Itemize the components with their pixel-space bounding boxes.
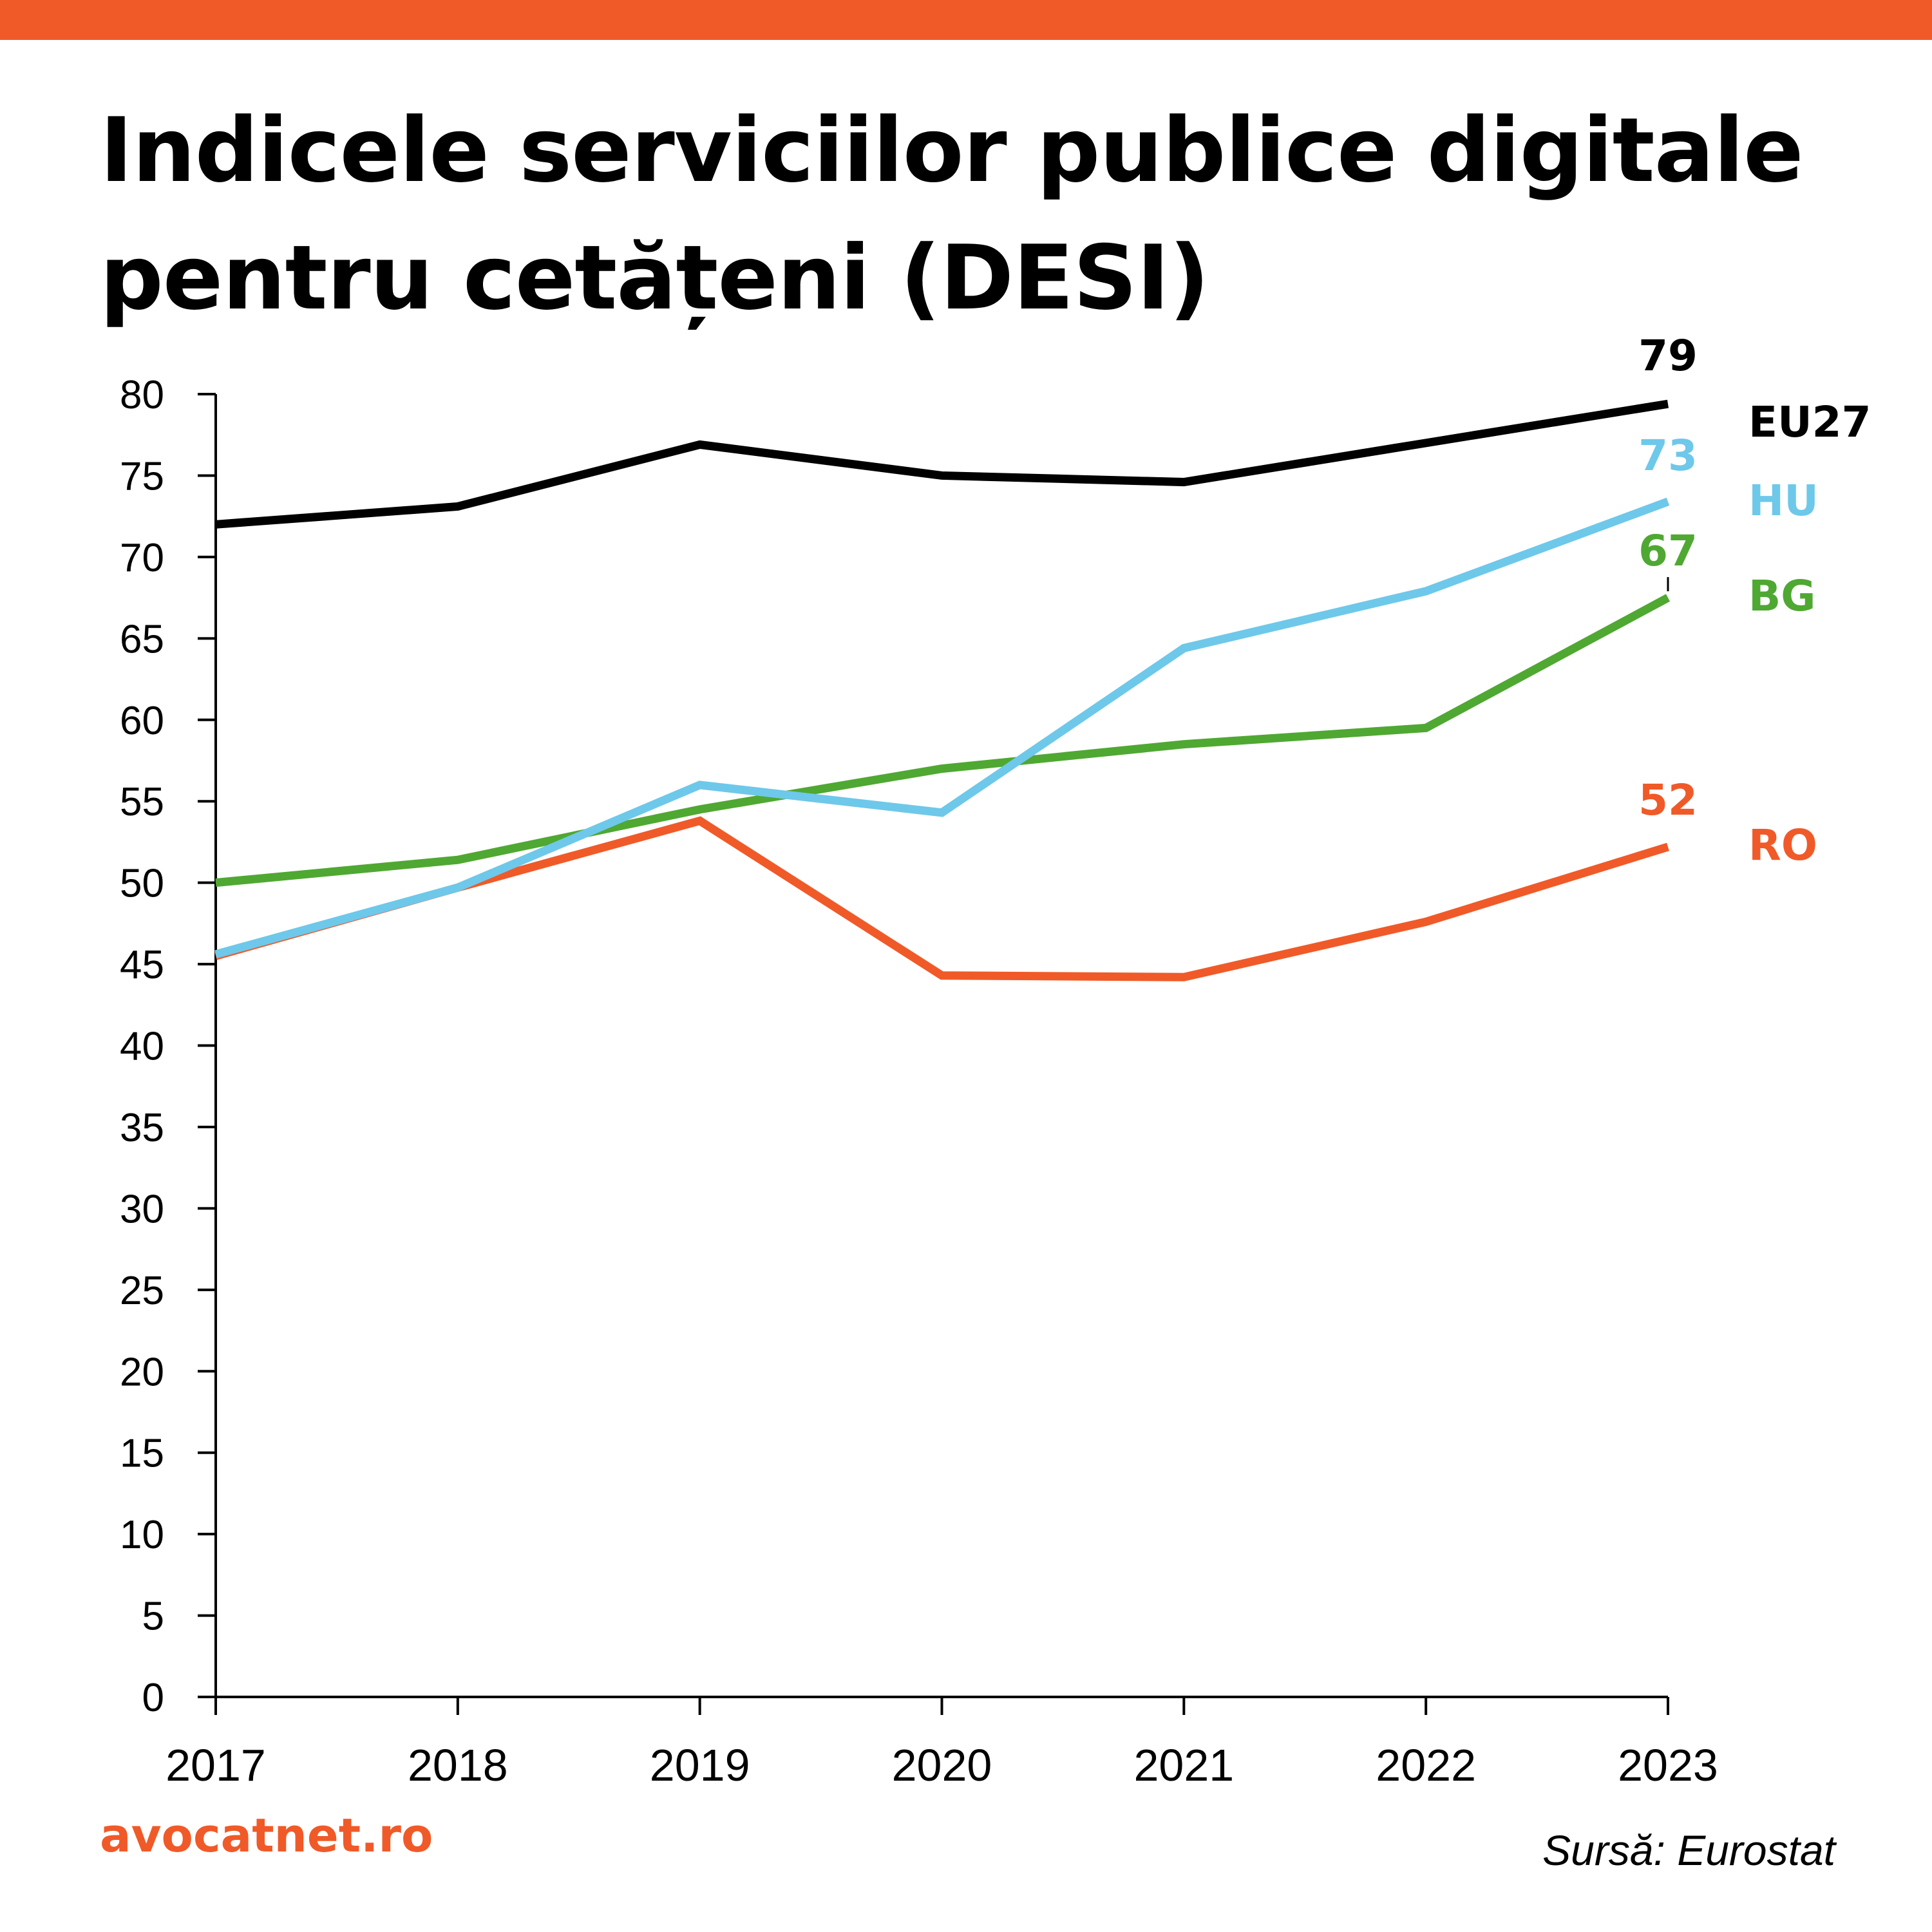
end-value-label-ro: 52 xyxy=(1638,775,1698,825)
y-tick-label: 50 xyxy=(120,862,164,906)
legend-label-bg: BG xyxy=(1748,571,1815,621)
y-tick-label: 30 xyxy=(120,1187,164,1231)
end-value-label-eu27: 79 xyxy=(1638,331,1698,381)
title-line-2: pentru cetățeni (DESI) xyxy=(100,226,1209,330)
y-tick-label: 55 xyxy=(120,780,164,824)
legend-label-eu27: EU27 xyxy=(1748,397,1871,447)
y-tick-label: 75 xyxy=(120,454,164,498)
legend-label-ro: RO xyxy=(1748,820,1817,870)
x-tick-label: 2021 xyxy=(1133,1740,1234,1790)
series-line-bg xyxy=(215,594,1671,887)
y-tick-label: 80 xyxy=(120,373,164,417)
series-line-eu27 xyxy=(215,399,1669,529)
y-tick-label: 70 xyxy=(120,536,164,580)
y-tick-label: 10 xyxy=(120,1513,164,1557)
y-tick-label: 5 xyxy=(142,1595,164,1639)
y-tick-label: 35 xyxy=(120,1106,164,1150)
x-tick-label: 2022 xyxy=(1376,1740,1476,1790)
x-tick-label: 2017 xyxy=(166,1740,266,1790)
legend-label-hu: HU xyxy=(1748,476,1819,526)
x-tick-label: 2023 xyxy=(1618,1740,1718,1790)
y-tick-label: 15 xyxy=(120,1432,164,1476)
brand-logo-text[interactable]: avocatnet.ro xyxy=(100,1808,433,1862)
y-tick-label: 45 xyxy=(120,943,164,987)
y-tick-label: 65 xyxy=(120,617,164,661)
top-accent-bar xyxy=(0,0,1932,40)
series-line-hu xyxy=(214,497,1670,959)
end-value-label-hu: 73 xyxy=(1638,431,1698,480)
title-line-1: Indicele serviciilor publice digitale xyxy=(100,99,1804,202)
y-tick-label: 0 xyxy=(142,1676,164,1720)
y-tick-label: 25 xyxy=(120,1269,164,1313)
x-tick-label: 2020 xyxy=(892,1740,992,1790)
y-tick-label: 60 xyxy=(120,699,164,743)
page-title: Indicele serviciilor publice digitale pe… xyxy=(100,87,1839,342)
x-tick-label: 2018 xyxy=(408,1740,508,1790)
end-value-label-bg: 67 xyxy=(1638,526,1698,576)
x-tick-label: 2019 xyxy=(650,1740,750,1790)
series-line-ro xyxy=(214,816,1669,981)
source-note: Sursă: Eurostat xyxy=(1542,1826,1835,1874)
y-tick-label: 20 xyxy=(120,1350,164,1394)
y-tick-label: 40 xyxy=(120,1025,164,1069)
